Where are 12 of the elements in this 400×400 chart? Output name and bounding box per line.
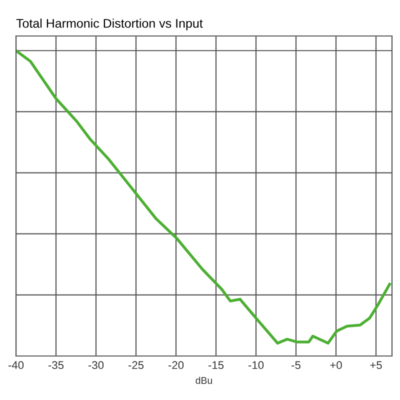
- x-tick-label: +5: [370, 361, 382, 370]
- x-tick-label: -25: [128, 361, 144, 370]
- x-tick-label: -35: [48, 361, 64, 370]
- x-tick-label: -15: [208, 361, 224, 370]
- x-tick-label: -30: [88, 361, 104, 370]
- x-axis-title: dBu: [196, 376, 212, 384]
- chart-title: Total Harmonic Distortion vs Input: [16, 18, 203, 30]
- x-tick-label: -10: [248, 361, 264, 370]
- x-tick-label: -5: [292, 361, 300, 370]
- x-tick-label: -40: [8, 361, 24, 370]
- x-tick-label: -20: [168, 361, 184, 370]
- x-tick-label: +0: [330, 361, 342, 370]
